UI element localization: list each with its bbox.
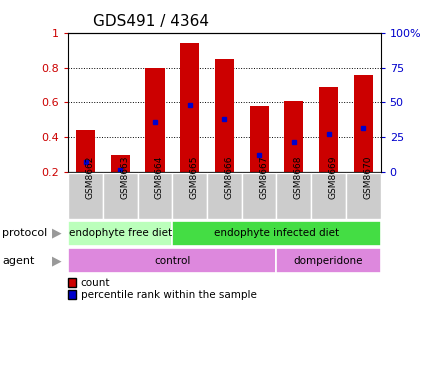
Text: endophyte free diet: endophyte free diet <box>69 228 172 238</box>
Bar <box>76 130 95 172</box>
FancyBboxPatch shape <box>68 221 172 246</box>
Text: percentile rank within the sample: percentile rank within the sample <box>81 290 257 300</box>
Text: GSM8667: GSM8667 <box>259 156 268 199</box>
Bar <box>284 101 303 172</box>
Text: count: count <box>81 278 110 288</box>
Bar <box>111 154 130 172</box>
FancyBboxPatch shape <box>103 173 138 219</box>
FancyBboxPatch shape <box>138 173 172 219</box>
Text: GSM8668: GSM8668 <box>294 156 303 199</box>
Bar <box>319 87 338 172</box>
Text: domperidone: domperidone <box>294 256 363 266</box>
Text: ▶: ▶ <box>52 227 62 240</box>
FancyBboxPatch shape <box>242 173 276 219</box>
Text: ▶: ▶ <box>52 254 62 267</box>
Bar <box>146 68 165 172</box>
Text: GDS491 / 4364: GDS491 / 4364 <box>93 14 209 29</box>
FancyBboxPatch shape <box>346 173 381 219</box>
Text: agent: agent <box>2 256 35 266</box>
FancyBboxPatch shape <box>68 173 103 219</box>
Text: control: control <box>154 256 191 266</box>
FancyBboxPatch shape <box>276 249 381 273</box>
Bar <box>180 44 199 172</box>
Text: GSM8664: GSM8664 <box>155 156 164 199</box>
Bar <box>249 106 269 172</box>
FancyBboxPatch shape <box>207 173 242 219</box>
Text: GSM8665: GSM8665 <box>190 156 199 199</box>
Text: GSM8662: GSM8662 <box>85 156 95 199</box>
FancyBboxPatch shape <box>172 173 207 219</box>
Text: GSM8666: GSM8666 <box>224 156 233 199</box>
Text: GSM8670: GSM8670 <box>363 156 372 199</box>
Text: GSM8663: GSM8663 <box>120 156 129 199</box>
FancyBboxPatch shape <box>276 173 311 219</box>
FancyBboxPatch shape <box>172 221 381 246</box>
FancyBboxPatch shape <box>68 249 276 273</box>
Text: endophyte infected diet: endophyte infected diet <box>214 228 339 238</box>
FancyBboxPatch shape <box>311 173 346 219</box>
Text: protocol: protocol <box>2 228 48 238</box>
Text: GSM8669: GSM8669 <box>329 156 337 199</box>
Bar <box>215 59 234 172</box>
Bar <box>354 75 373 172</box>
